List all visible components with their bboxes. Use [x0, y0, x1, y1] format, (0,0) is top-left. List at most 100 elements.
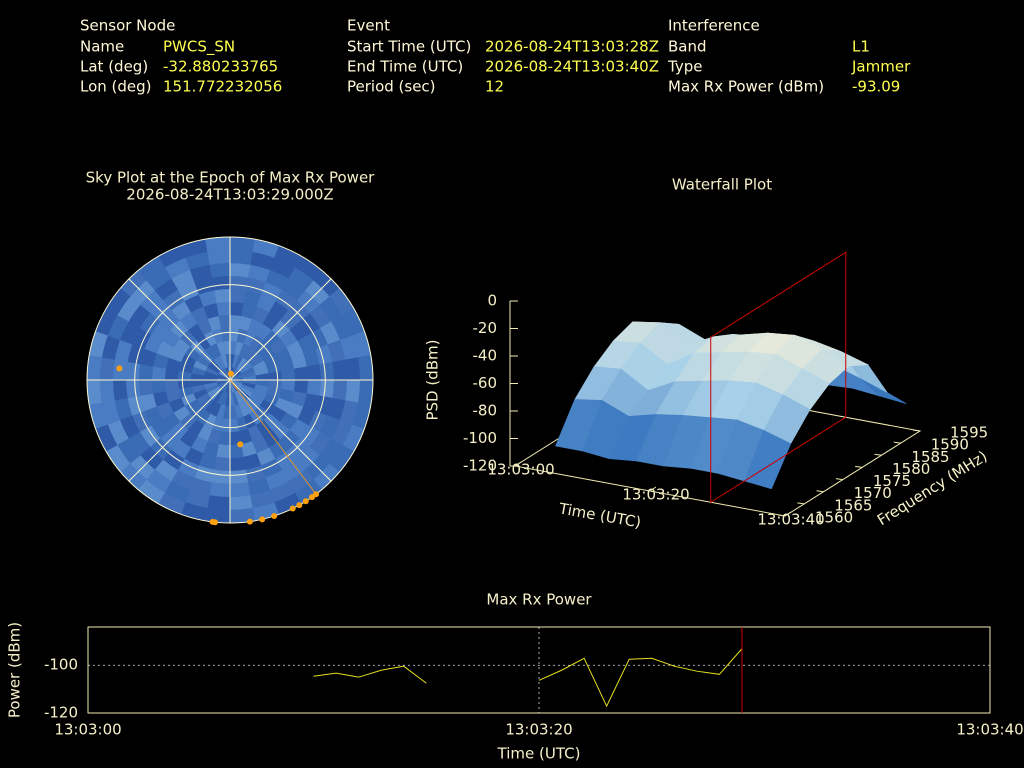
sky-cell [230, 237, 255, 252]
info-value: PWCS_SN [163, 38, 235, 57]
sky-cell [191, 366, 206, 376]
sky-cell [254, 384, 269, 394]
sky-cell [230, 380, 243, 383]
sky-cell [275, 347, 292, 363]
sky-cell [156, 402, 174, 419]
sky-cell [194, 465, 215, 483]
sky-cell [221, 354, 228, 368]
sky-cell [165, 257, 190, 279]
info-label: Lat (deg) [80, 58, 148, 76]
panel-title: Interference [668, 17, 760, 35]
sky-cell [158, 492, 186, 515]
sky-cell [113, 380, 128, 401]
sky-cell [128, 432, 151, 456]
sky-cell [178, 386, 194, 398]
sky-cell [241, 303, 257, 319]
sky-cell [184, 399, 201, 414]
satellite-point [246, 518, 253, 525]
sky-cell [196, 393, 211, 406]
sky-cell [212, 328, 224, 344]
sky-cell [294, 366, 308, 380]
x-axis-label: Time (UTC) [497, 745, 581, 763]
sky-cell [320, 321, 340, 345]
sky-cell [295, 256, 322, 281]
y-tick [874, 453, 882, 456]
satellite-point [271, 513, 278, 520]
sky-cell [128, 304, 151, 328]
info-value: L1 [852, 38, 870, 56]
info-label: Type [667, 58, 702, 76]
sky-cell [209, 482, 230, 497]
sky-cell [220, 418, 230, 432]
sky-cell [209, 263, 230, 278]
sky-cell [168, 347, 185, 363]
sky-cell [154, 459, 178, 482]
sky-cell [254, 366, 269, 376]
sky-cell [234, 404, 244, 419]
sky-cell [216, 302, 230, 316]
sky-cell [230, 315, 242, 329]
sky-cell [230, 444, 244, 458]
sky-cell [256, 419, 272, 437]
sky-cell [275, 449, 297, 471]
satellite-point [212, 519, 219, 526]
sky-cell [106, 288, 131, 315]
info-value: 151.772232056 [163, 78, 282, 96]
sky-cell [230, 375, 243, 380]
sky-cell [256, 323, 272, 341]
sky-cell [299, 313, 321, 335]
sky-cell [210, 402, 222, 417]
satellite-point [296, 502, 303, 509]
sky-cell [236, 328, 248, 344]
sky-cell [223, 367, 230, 380]
sky-cell [162, 329, 181, 348]
sky-cell [238, 402, 250, 417]
sky-cell [158, 245, 186, 268]
sky-cell [282, 459, 306, 482]
sky-cell [342, 424, 365, 452]
sky-cell [297, 334, 316, 354]
sky-cell [269, 301, 289, 321]
sky-cell [274, 492, 302, 515]
sky-cell [205, 384, 219, 393]
sky-cell [230, 456, 246, 471]
sky-cell [327, 339, 346, 362]
sky-cell [269, 406, 287, 422]
x-tick-label: 13:03:00 [54, 721, 121, 739]
sky-cell [101, 400, 121, 425]
sky-cell [297, 406, 316, 426]
sky-cell [178, 362, 194, 374]
sky-cell [243, 290, 262, 307]
sky-cell [168, 397, 185, 413]
sky-cell [217, 373, 230, 380]
info-label: Band [668, 38, 707, 56]
sky-cell [138, 479, 165, 504]
sky-cell [332, 359, 347, 380]
sky-cell [345, 380, 360, 403]
sky-cell [294, 380, 308, 394]
sky-cell [87, 355, 102, 380]
sky-cell [179, 429, 198, 448]
sky-cell [286, 402, 304, 419]
sky-cell [204, 380, 218, 385]
satellite-point [227, 370, 234, 377]
sky-cell [178, 380, 192, 390]
sky-cell [191, 306, 208, 324]
sky-cell [214, 456, 230, 471]
sky-cell [100, 380, 115, 403]
sky-cell [204, 371, 218, 378]
sky-cell [114, 398, 133, 421]
azimuth-spoke [229, 278, 332, 381]
sky-cell [220, 328, 230, 342]
sky-cell [291, 353, 307, 369]
y-tick [777, 514, 786, 517]
sky-cell [269, 439, 289, 459]
sky-cell [234, 391, 243, 405]
z-tick-label: 0 [487, 292, 497, 310]
sky-cell [225, 354, 230, 368]
sky-cell [205, 237, 230, 252]
sky-cell [146, 267, 172, 291]
sky-cell [153, 353, 169, 369]
sky-cell [225, 367, 230, 380]
chart-title: Max Rx Power [486, 591, 592, 609]
